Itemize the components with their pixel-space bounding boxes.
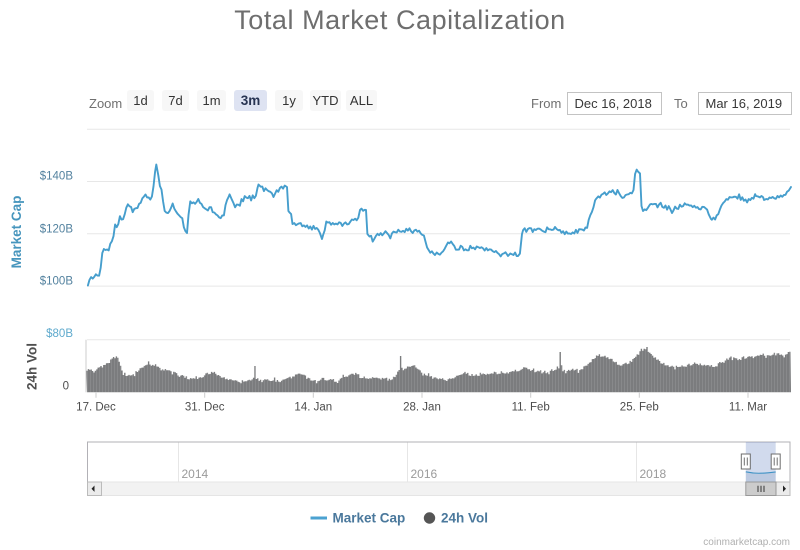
svg-text:24h Vol: 24h Vol — [25, 343, 40, 390]
svg-text:24h Vol: 24h Vol — [441, 511, 488, 526]
svg-text:2018: 2018 — [640, 467, 667, 481]
svg-text:14. Jan: 14. Jan — [294, 402, 332, 414]
svg-text:0: 0 — [63, 381, 69, 393]
svg-text:28. Jan: 28. Jan — [403, 402, 441, 414]
svg-text:25. Feb: 25. Feb — [620, 402, 659, 414]
svg-text:2016: 2016 — [411, 467, 438, 481]
svg-text:31. Dec: 31. Dec — [185, 402, 225, 414]
svg-text:coinmarketcap.com: coinmarketcap.com — [703, 537, 790, 548]
svg-text:Market Cap: Market Cap — [333, 511, 406, 526]
svg-text:11. Mar: 11. Mar — [729, 402, 767, 414]
svg-text:17. Dec: 17. Dec — [76, 402, 116, 414]
svg-text:$100B: $100B — [40, 276, 74, 288]
svg-text:$120B: $120B — [40, 223, 74, 235]
svg-text:$140B: $140B — [40, 171, 74, 183]
svg-text:Market Cap: Market Cap — [9, 196, 24, 269]
svg-text:$80B: $80B — [46, 328, 73, 340]
svg-text:2014: 2014 — [182, 467, 209, 481]
svg-text:11. Feb: 11. Feb — [512, 402, 550, 414]
